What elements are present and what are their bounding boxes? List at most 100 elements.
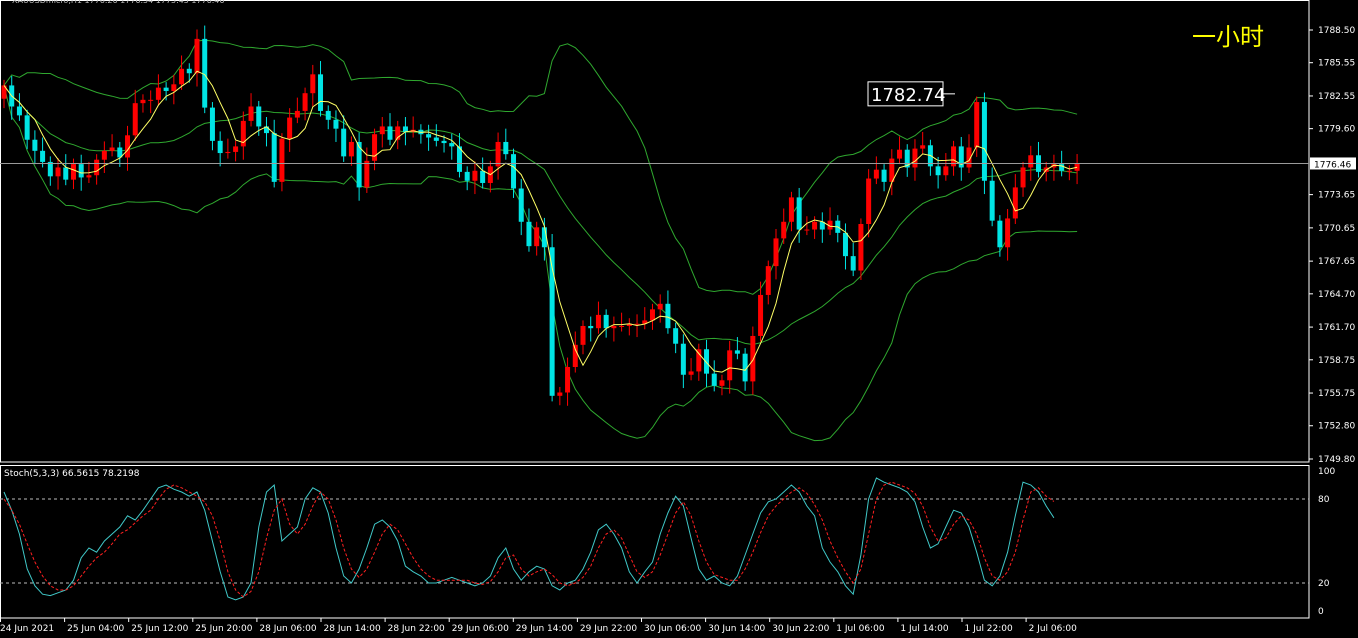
candle-body <box>140 99 146 104</box>
moving-average-line <box>3 70 1078 373</box>
candle-body <box>719 380 725 386</box>
candle-body <box>873 169 879 179</box>
candle-body <box>1005 218 1011 248</box>
candle-body <box>1028 155 1034 168</box>
candle-body <box>63 167 69 180</box>
candle-body <box>456 146 462 172</box>
time-tick-label: 24 Jun 2021 <box>0 624 54 634</box>
candle-body <box>472 170 478 181</box>
candle-body <box>86 175 92 178</box>
candle-body <box>580 325 586 345</box>
candle-body <box>364 160 370 188</box>
candle-body <box>1 85 7 99</box>
price-tick-label: 1758.75 <box>1318 356 1355 366</box>
candle-body <box>819 221 825 230</box>
candle-body <box>943 166 949 176</box>
candle-body <box>464 171 470 181</box>
candle-body <box>958 146 964 168</box>
candle-body <box>132 103 138 136</box>
candle-body <box>94 159 100 176</box>
high-annotation-box <box>867 81 944 107</box>
price-tick-label: 1788.50 <box>1318 26 1355 36</box>
time-tick-label: 1 Jul 14:00 <box>900 624 949 634</box>
candle-body <box>796 197 802 230</box>
candle-body <box>866 178 872 224</box>
symbol-info-line: XAUUSDmicro,H1 1776.26 1776.54 1775.45 1… <box>12 0 224 5</box>
candle-body <box>634 323 640 325</box>
stoch-tick-label: 20 <box>1318 579 1330 589</box>
candle-body <box>565 366 571 393</box>
candle-body <box>125 135 131 158</box>
candle-body <box>279 138 285 182</box>
candle-body <box>426 134 432 138</box>
candle-body <box>842 232 848 257</box>
candle-body <box>356 141 362 188</box>
candle-body <box>325 110 331 120</box>
candle-body <box>209 107 215 141</box>
candle-body <box>263 126 269 134</box>
candle-body <box>163 87 169 91</box>
candle-body <box>696 349 702 372</box>
candle-body <box>534 227 540 247</box>
price-tick-label: 1761.70 <box>1318 323 1355 333</box>
candle-body <box>148 99 154 101</box>
candle-body <box>248 106 254 121</box>
current-price-box <box>1310 157 1356 170</box>
candle-body <box>310 74 316 94</box>
candle-body <box>16 106 22 116</box>
candle-body <box>202 38 208 108</box>
time-tick-label: 25 Jun 20:00 <box>195 624 252 634</box>
price-tick-label: 1764.70 <box>1318 290 1355 300</box>
candle-body <box>626 323 632 326</box>
bollinger-upper-line <box>3 39 1078 295</box>
current-price-label: 1776.46 <box>1314 160 1351 170</box>
price-tick-label: 1782.55 <box>1318 92 1355 102</box>
time-tick-label: 25 Jun 04:00 <box>67 624 124 634</box>
price-tick-label: 1785.55 <box>1318 59 1355 69</box>
candle-body <box>333 119 339 129</box>
candle-body <box>518 188 524 222</box>
candle-body <box>318 74 324 111</box>
candle-body <box>858 223 864 271</box>
candle-body <box>495 141 501 167</box>
candle-body <box>101 150 107 160</box>
stoch-tick-label: 0 <box>1318 607 1324 617</box>
candle-body <box>657 303 663 310</box>
price-tick-label: 1755.75 <box>1318 389 1355 399</box>
candle-body <box>395 126 401 140</box>
candle-body <box>727 350 733 381</box>
candle-body <box>402 126 408 132</box>
candle-body <box>117 147 123 158</box>
candle-body <box>240 120 246 147</box>
time-tick-label: 30 Jun 22:00 <box>772 624 829 634</box>
candle-body <box>897 149 903 159</box>
price-tick-label: 1770.65 <box>1318 224 1355 234</box>
candle-body <box>951 146 957 167</box>
candle-body <box>912 148 918 168</box>
candle-body <box>742 353 748 382</box>
time-tick-label: 25 Jun 12:00 <box>131 624 188 634</box>
candle-body <box>186 68 192 74</box>
candle-body <box>673 328 679 344</box>
candle-body <box>781 221 787 239</box>
candle-body <box>179 68 185 85</box>
candle-body <box>642 320 648 324</box>
time-tick-label: 29 Jun 22:00 <box>580 624 637 634</box>
candle-body <box>665 303 671 329</box>
candle-body <box>603 314 609 329</box>
price-tick-label: 1752.80 <box>1318 422 1355 432</box>
candle-body <box>511 154 517 189</box>
stoch-header: Stoch(5,3,3) 66.5615 78.2198 <box>4 469 140 479</box>
candle-body <box>935 166 941 176</box>
candle-body <box>572 344 578 367</box>
candle-body <box>387 126 393 140</box>
candle-body <box>47 161 53 177</box>
candle-body <box>70 164 76 180</box>
time-tick-label: 28 Jun 14:00 <box>324 624 381 634</box>
candle-body <box>233 146 239 152</box>
candle-body <box>758 294 764 336</box>
candle-body <box>649 309 655 321</box>
main-panel-frame <box>0 0 1310 463</box>
candle-body <box>32 139 38 151</box>
candle-body <box>989 180 995 221</box>
